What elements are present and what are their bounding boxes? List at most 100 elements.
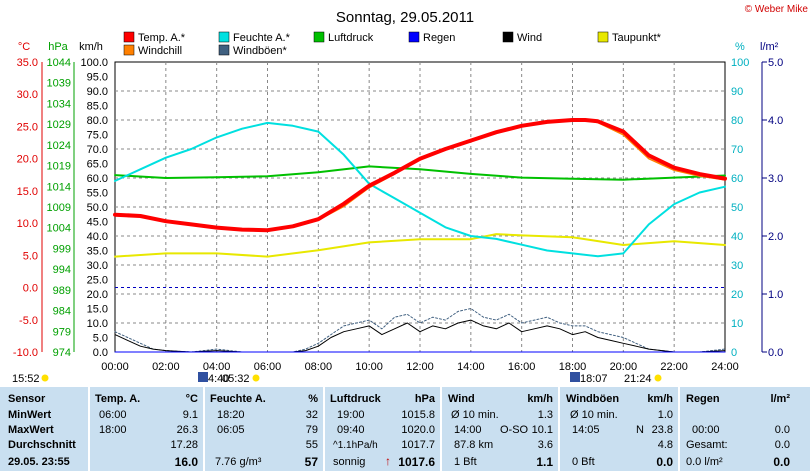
pressure-tick-label: 974: [53, 347, 71, 359]
temp-now-value: 16.0: [174, 455, 198, 469]
x-tick-label: 02:00: [152, 361, 180, 373]
temp-max-value: 26.3: [176, 424, 198, 436]
wind-beaufort: 1 Bft: [454, 456, 477, 468]
press-max-time: 09:40: [337, 424, 365, 436]
x-tick-label: 16:00: [508, 361, 536, 373]
row-sensor-label: Sensor: [8, 393, 46, 405]
x-tick-label: 24:00: [711, 361, 739, 373]
wind-tick-label: 70.0: [87, 144, 108, 156]
wind-tick-label: 30.0: [87, 260, 108, 272]
x-tick-label: 04:00: [203, 361, 231, 373]
col-wind: [442, 387, 558, 471]
sunset-marker: [654, 374, 662, 382]
pressure-tick-label: 1039: [47, 78, 71, 90]
humidity-tick-label: 30: [731, 260, 743, 272]
hum-avg-value: 55: [305, 439, 318, 451]
wind-distance: 87.8 km: [454, 439, 494, 451]
wind-tick-label: 75.0: [87, 130, 108, 142]
pressure-tick-label: 1044: [47, 57, 71, 69]
series-line: [114, 233, 726, 258]
series-line: [113, 118, 727, 233]
sunrise-marker: [252, 374, 260, 382]
temp-tick-label: 10.0: [17, 218, 38, 230]
col-pressure: [325, 387, 440, 471]
wind-tick-label: 15.0: [87, 304, 108, 316]
x-tick-label: 22:00: [660, 361, 688, 373]
row-min-label: MinWert: [8, 409, 52, 421]
col-temp: [90, 387, 203, 471]
rain-total-label: Gesamt:: [686, 439, 728, 451]
gust-beaufort: 0 Bft: [572, 456, 595, 468]
humidity-tick-label: 10: [731, 318, 743, 330]
gust-max-value: 23.8: [651, 424, 673, 436]
pressure-tick-label: 999: [53, 243, 71, 255]
humidity-tick-label: 40: [731, 231, 743, 243]
rain-unit: l/m²: [770, 393, 790, 405]
x-tick-label: 06:00: [254, 361, 282, 373]
rain-now-label: 0.0 l/m²: [686, 456, 723, 468]
press-unit: hPa: [414, 393, 435, 405]
row-avg-label: Durchschnitt: [8, 439, 76, 451]
gust-max-direction: N: [636, 424, 644, 436]
moon-icon: [198, 372, 208, 382]
temp-avg-value: 17.28: [170, 439, 198, 451]
gust-max-time: 14:05: [572, 424, 600, 436]
pressure-tick-label: 1014: [47, 181, 71, 193]
wind-tick-label: 55.0: [87, 188, 108, 200]
rain-max-time: 00:00: [692, 424, 720, 436]
wind-tick-label: 35.0: [87, 246, 108, 258]
temp-tick-label: 5.0: [23, 250, 38, 262]
x-tick-label: 14:00: [457, 361, 485, 373]
wind-tick-label: 10.0: [87, 318, 108, 330]
hum-now-value: 57: [304, 455, 318, 469]
rain-now-value: 0.0: [773, 455, 790, 469]
wind-tick-label: 0.0: [93, 347, 108, 359]
press-forecast: sonnig: [333, 456, 366, 468]
x-tick-label: 10:00: [355, 361, 383, 373]
humidity-tick-label: 80: [731, 115, 743, 127]
rain-tick-label: 4.0: [768, 115, 783, 127]
temp-tick-label: -10.0: [13, 347, 38, 359]
series-line: [114, 308, 726, 353]
humidity-tick-label: 60: [731, 173, 743, 185]
temp-unit: °C: [185, 393, 198, 405]
gust-title: Windböen: [566, 393, 620, 405]
press-trend-arrow: ↑: [385, 454, 391, 468]
pressure-tick-label: 1024: [47, 140, 71, 152]
humidity-tick-label: 50: [731, 202, 743, 214]
rain-tick-label: 5.0: [768, 57, 783, 69]
press-avg-value: 1017.7: [401, 439, 435, 451]
hum-abs-value: 7.76 g/m³: [215, 456, 262, 468]
legend-swatch: [218, 44, 230, 56]
gust-avg-value: 4.8: [657, 439, 673, 451]
temp-tick-label: 0.0: [23, 283, 38, 295]
humidity-tick-label: 0: [731, 347, 737, 359]
legend-swatch: [123, 31, 135, 43]
legend-label: Luftdruck: [328, 32, 374, 44]
temp-tick-label: 15.0: [17, 186, 38, 198]
press-title: Luftdruck: [330, 393, 381, 405]
wind-tick-label: 85.0: [87, 101, 108, 113]
wind-now-value: 1.1: [536, 455, 553, 469]
chart-title: Sonntag, 29.05.2011: [336, 9, 474, 26]
press-now-value: 1017.6: [398, 455, 435, 469]
legend-swatch: [408, 31, 420, 43]
gust-min-label: Ø 10 min.: [570, 409, 618, 421]
wind-min-value: 1.3: [537, 409, 553, 421]
press-trend: ^1.1hPa/h: [333, 440, 378, 451]
col-gust: [560, 387, 678, 471]
legend-label: Wind: [517, 32, 542, 44]
pressure-tick-label: 989: [53, 285, 71, 297]
legend-swatch: [313, 31, 325, 43]
hum-min-value: 32: [305, 409, 318, 421]
temp-tick-label: 35.0: [17, 57, 38, 69]
col-humidity: [205, 387, 323, 471]
x-tick-label: 00:00: [101, 361, 129, 373]
temp-unit-label: °C: [18, 41, 30, 53]
legend-label: Windchill: [138, 45, 182, 57]
gust-unit: km/h: [647, 393, 673, 405]
temp-tick-label: 25.0: [17, 121, 38, 133]
pressure-unit-label: hPa: [48, 41, 68, 53]
temp-min-value: 9.1: [182, 409, 198, 421]
pressure-tick-label: 1019: [47, 161, 71, 173]
